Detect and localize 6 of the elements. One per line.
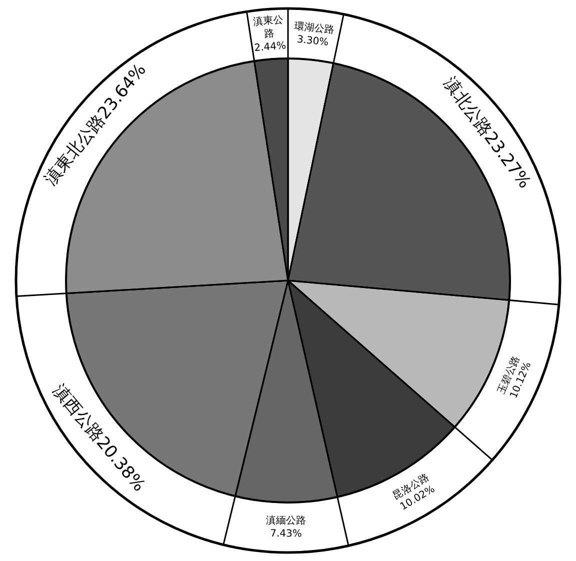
slice-label: 環湖公路 (294, 20, 335, 36)
slice-label: 滇東公路 (252, 14, 284, 40)
data-label: 3.30% (296, 34, 330, 48)
data-label: 2.44% (254, 40, 286, 54)
slice-label: 滇緬公路 (266, 514, 306, 527)
data-label: 7.43% (270, 528, 302, 540)
